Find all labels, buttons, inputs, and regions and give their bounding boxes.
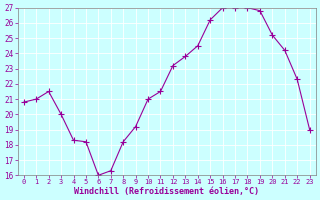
X-axis label: Windchill (Refroidissement éolien,°C): Windchill (Refroidissement éolien,°C)	[74, 187, 259, 196]
